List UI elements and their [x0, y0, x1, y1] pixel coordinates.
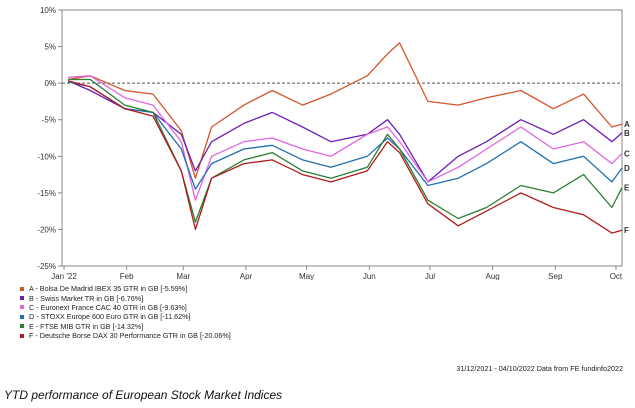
x-tick-label: Apr [240, 272, 253, 280]
y-tick-label: -25% [37, 262, 56, 271]
y-tick-label: 5% [44, 43, 56, 52]
series-line-e [68, 78, 623, 223]
x-tick-label: Jul [425, 272, 435, 280]
x-tick-label: Sep [548, 272, 563, 280]
series-line-a [67, 42, 623, 179]
legend-item: E - FTSE MIB GTR in GB [-14.32%] [20, 322, 231, 331]
figure-caption: YTD performance of European Stock Market… [4, 388, 283, 402]
x-tick-label: Feb [120, 272, 134, 280]
series-end-label-c: C [624, 149, 630, 158]
series-line-b [67, 80, 623, 183]
series-end-label-b: B [624, 129, 630, 138]
line-chart: 10% 5% 0% -5% -10% -15% -20% -25%Jan '22 Feb Mar A… [37, 6, 630, 280]
series-end-label-d: D [624, 164, 630, 173]
x-tick-label: Aug [485, 272, 499, 280]
series-line-c [68, 75, 623, 201]
y-tick-label: -5% [42, 116, 56, 125]
source-note: 31/12/2021 - 04/10/2022 Data from FE fun… [456, 364, 623, 373]
legend-swatch [20, 333, 24, 338]
series-end-label-f: F [624, 226, 629, 235]
legend-item: C - Euronext France CAC 40 GTR in GB [-9… [20, 303, 231, 312]
legend-item: B - Swiss Market TR in GB [-6.76%] [20, 293, 231, 303]
series-line-d [67, 81, 623, 190]
series-line-f [67, 80, 623, 234]
series-end-label-e: E [624, 184, 630, 193]
x-tick-label: Jan '22 [51, 272, 77, 280]
x-tick-label: Mar [176, 272, 190, 280]
chart-legend: A - Bolsa De Madrid IBEX 35 GTR in GB [-… [20, 284, 231, 340]
legend-swatch [20, 286, 24, 291]
x-tick-label: Jun [363, 272, 376, 280]
legend-label: F - Deutsche Borse DAX 30 Performance GT… [29, 331, 231, 341]
legend-swatch [20, 305, 24, 310]
legend-label: C - Euronext France CAC 40 GTR in GB [-9… [29, 302, 187, 312]
legend-item: F - Deutsche Borse DAX 30 Performance GT… [20, 331, 231, 340]
x-tick-label: May [299, 272, 314, 280]
legend-label: A - Bolsa De Madrid IBEX 35 GTR in GB [-… [29, 284, 188, 294]
legend-swatch [20, 324, 24, 329]
legend-label: E - FTSE MIB GTR in GB [-14.32%] [29, 321, 144, 331]
y-tick-label: -10% [37, 152, 56, 161]
plot-frame [61, 9, 623, 267]
x-tick-label: Oct [610, 272, 623, 280]
legend-label: B - Swiss Market TR in GB [-6.76%] [29, 293, 144, 303]
legend-swatch [20, 314, 24, 319]
y-tick-label: -15% [37, 189, 56, 198]
legend-swatch [20, 296, 24, 301]
y-tick-label: 0% [44, 79, 56, 88]
series-end-label-a: A [624, 120, 630, 129]
y-tick-label: 10% [40, 6, 56, 15]
legend-label: D - STOXX Europe 600 Euro GTR in GB [-11… [29, 312, 191, 322]
y-tick-label: -20% [37, 225, 56, 234]
legend-item: A - Bolsa De Madrid IBEX 35 GTR in GB [-… [20, 284, 231, 293]
legend-item: D - STOXX Europe 600 Euro GTR in GB [-11… [20, 312, 231, 321]
